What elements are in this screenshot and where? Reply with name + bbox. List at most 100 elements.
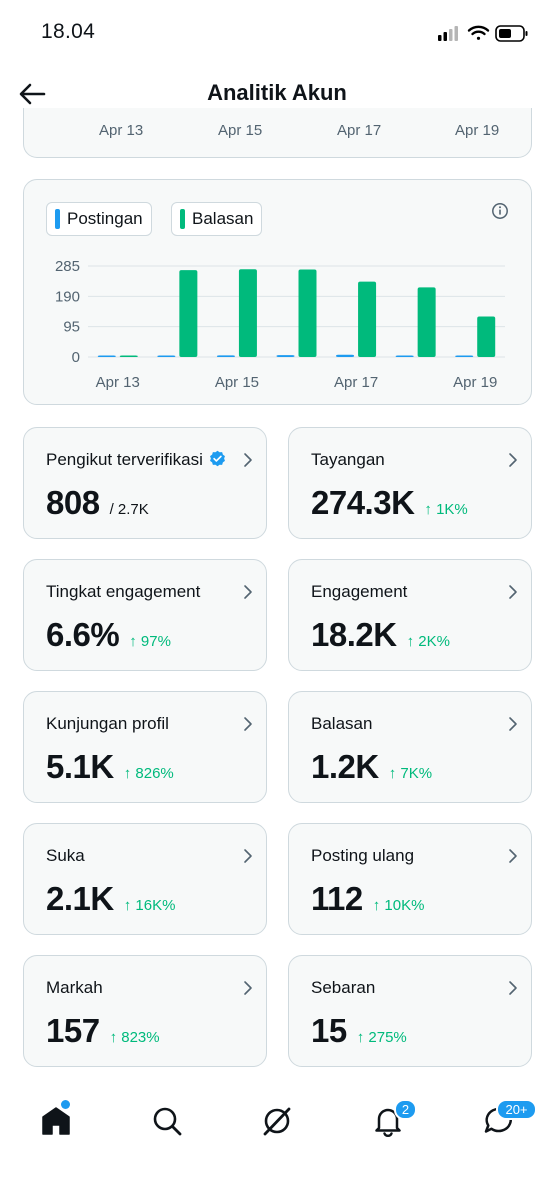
grok-icon[interactable] — [259, 1103, 295, 1139]
metric-value: 112 — [311, 880, 363, 917]
bar-balasan-apr-17[interactable] — [358, 281, 377, 357]
metric-card[interactable]: Suka 2.1K ↑ 16K% — [23, 823, 267, 935]
top-axis-label: Apr 17 — [337, 122, 382, 139]
chevron-right-icon — [244, 981, 252, 995]
bar-chart: 285 190 95 0 Apr 13 Apr 15 Apr 17 Apr 19 — [55, 258, 505, 391]
notifications-bell-icon[interactable] — [370, 1103, 406, 1139]
metric-value: 274.3K — [311, 484, 415, 521]
metric-value-row: 15 ↑ 275% — [311, 1012, 407, 1050]
chevron-right-icon — [509, 717, 517, 731]
metric-value: 15 — [311, 1012, 347, 1049]
bar-balasan-apr-15[interactable] — [238, 269, 257, 357]
metric-card[interactable]: Engagement 18.2K ↑ 2K% — [288, 559, 532, 671]
metric-label: Kunjungan profil — [46, 714, 169, 734]
metric-label: Tayangan — [311, 450, 385, 470]
metric-label-text: Posting ulang — [311, 846, 415, 865]
chevron-right-icon — [509, 453, 517, 467]
metric-value-row: 112 ↑ 10K% — [311, 880, 424, 918]
bar-balasan-apr-13[interactable] — [119, 355, 138, 358]
metric-label: Suka — [46, 846, 85, 866]
metric-card[interactable]: Pengikut terverifikasi 808 / 2.7K — [23, 427, 267, 539]
bar-balasan-apr-18[interactable] — [417, 287, 436, 357]
metric-change: ↑ 2K% — [406, 633, 450, 650]
back-arrow-icon[interactable] — [16, 78, 48, 110]
metric-value: 157 — [46, 1012, 100, 1049]
metric-card[interactable]: Tingkat engagement 6.6% ↑ 97% — [23, 559, 267, 671]
metric-change: ↑ 7K% — [388, 765, 433, 782]
metric-change: ↑ 823% — [109, 1029, 160, 1046]
metric-card[interactable]: Sebaran 15 ↑ 275% — [288, 955, 532, 1067]
status-bar: 18.04 — [0, 0, 554, 66]
messages-badge: 20+ — [496, 1099, 537, 1120]
metric-label-text: Tayangan — [311, 450, 385, 469]
metric-label-text: Markah — [46, 978, 103, 997]
home-icon[interactable] — [38, 1103, 74, 1139]
bar-balasan-apr-14[interactable] — [179, 270, 198, 357]
bar-postingan-apr-14[interactable] — [157, 355, 176, 358]
metric-value: 2.1K — [46, 880, 114, 917]
bar-postingan-apr-18[interactable] — [395, 355, 414, 358]
metric-label-text: Kunjungan profil — [46, 714, 169, 733]
page-title: Analitik Akun — [207, 80, 347, 105]
search-icon[interactable] — [149, 1103, 185, 1139]
bottom-nav: 2 20+ — [0, 1085, 554, 1155]
y-tick-label: 0 — [72, 349, 80, 366]
info-icon[interactable] — [491, 202, 509, 220]
bar-postingan-apr-17[interactable] — [336, 354, 355, 357]
metric-change: ↑ 826% — [123, 765, 174, 782]
bar-postingan-apr-15[interactable] — [216, 355, 235, 357]
chevron-right-icon — [244, 585, 252, 599]
chevron-right-icon — [244, 453, 252, 467]
metric-label-text: Sebaran — [311, 978, 376, 997]
top-axis-label: Apr 19 — [455, 122, 500, 139]
metric-value-row: 1.2K ↑ 7K% — [311, 748, 432, 786]
metric-value-row: 157 ↑ 823% — [46, 1012, 160, 1050]
metric-change: ↑ 16K% — [123, 897, 176, 914]
metric-label-text: Pengikut terverifikasi — [46, 450, 203, 469]
metric-card[interactable]: Posting ulang 112 ↑ 10K% — [288, 823, 532, 935]
metric-value-row: 274.3K ↑ 1K% — [311, 484, 468, 522]
metric-value: 808 — [46, 484, 100, 521]
metric-label: Pengikut terverifikasi — [46, 450, 226, 470]
legend-balasan[interactable]: Balasan — [171, 202, 263, 236]
status-time: 18.04 — [41, 20, 96, 43]
metric-card[interactable]: Balasan 1.2K ↑ 7K% — [288, 691, 532, 803]
metric-label-text: Engagement — [311, 582, 408, 601]
metric-label: Balasan — [311, 714, 372, 734]
bar-balasan-apr-19[interactable] — [477, 316, 496, 357]
bar-balasan-apr-16[interactable] — [298, 269, 317, 357]
bar-postingan-apr-19[interactable] — [455, 355, 474, 358]
metric-value: 1.2K — [311, 748, 379, 785]
y-tick-label: 95 — [63, 319, 80, 336]
chevron-right-icon — [244, 717, 252, 731]
posts-replies-chart-card: Postingan Balasan 285 190 95 0 Apr 13 Apr 15 A… — [23, 179, 532, 405]
legend-swatch-postingan — [55, 209, 60, 229]
metric-value-row: 5.1K ↑ 826% — [46, 748, 174, 786]
metric-value-row: 18.2K ↑ 2K% — [311, 616, 450, 654]
metric-label-text: Tingkat engagement — [46, 582, 201, 601]
metric-label-text: Suka — [46, 846, 85, 865]
signal-icon — [438, 26, 458, 41]
bar-postingan-apr-16[interactable] — [276, 355, 295, 357]
metric-card[interactable]: Markah 157 ↑ 823% — [23, 955, 267, 1067]
battery-icon — [495, 25, 528, 42]
metric-total: / 2.7K — [109, 501, 149, 518]
metric-change: ↑ 275% — [356, 1029, 407, 1046]
metric-label: Tingkat engagement — [46, 582, 200, 602]
metric-value-row: 808 / 2.7K — [46, 484, 149, 522]
legend-swatch-balasan — [180, 209, 185, 229]
home-unread-dot — [61, 1100, 70, 1109]
chevron-right-icon — [509, 585, 517, 599]
metric-label: Engagement — [311, 582, 407, 602]
metric-card[interactable]: Kunjungan profil 5.1K ↑ 826% — [23, 691, 267, 803]
header: Analitik Akun — [0, 66, 554, 122]
metric-value: 6.6% — [46, 616, 120, 653]
chevron-right-icon — [509, 981, 517, 995]
metric-change: ↑ 97% — [129, 633, 171, 650]
metric-label: Sebaran — [311, 978, 375, 998]
chevron-right-icon — [244, 849, 252, 863]
metric-value: 18.2K — [311, 616, 397, 653]
metric-card[interactable]: Tayangan 274.3K ↑ 1K% — [288, 427, 532, 539]
legend-postingan[interactable]: Postingan — [46, 202, 152, 236]
bar-postingan-apr-13[interactable] — [97, 355, 116, 358]
